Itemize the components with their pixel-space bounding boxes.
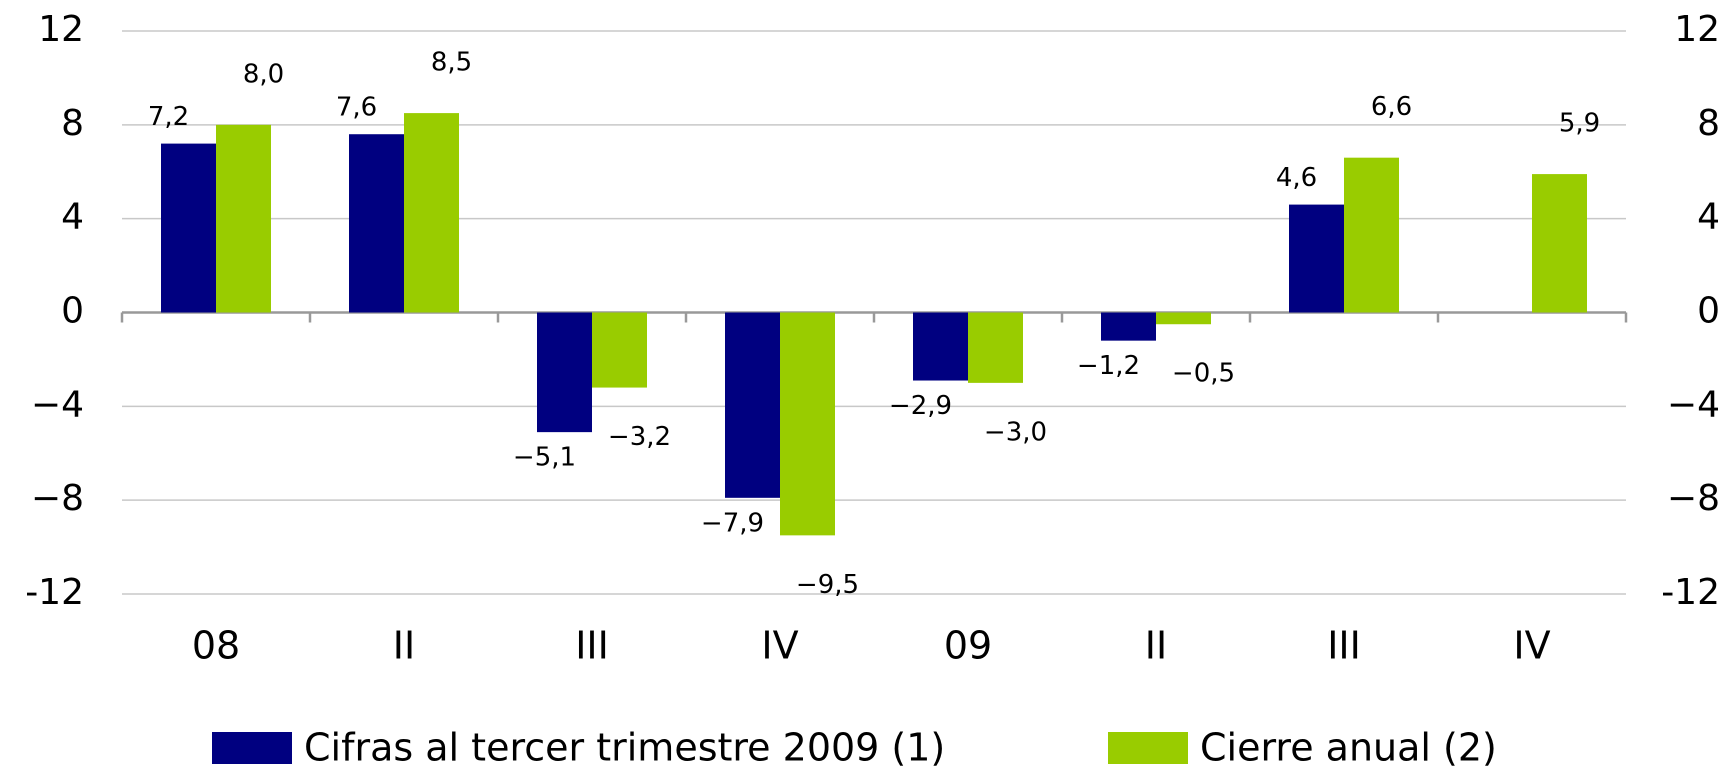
x-tick-label: III xyxy=(1327,624,1361,668)
value-label: −0,5 xyxy=(1172,359,1235,389)
legend-swatch xyxy=(1108,732,1188,764)
bar xyxy=(1289,204,1344,313)
x-tick-label: 08 xyxy=(192,624,240,668)
x-tick-label: II xyxy=(1145,624,1167,668)
bar xyxy=(1532,174,1587,313)
y2-tick-label: -12 xyxy=(1661,572,1720,613)
value-label: −3,0 xyxy=(984,417,1047,447)
y-tick-label: -12 xyxy=(25,572,84,613)
y-tick-label: 12 xyxy=(38,9,84,50)
x-tick-label: III xyxy=(575,624,609,668)
value-label: −1,2 xyxy=(1077,351,1140,381)
value-label: 4,6 xyxy=(1276,163,1317,193)
legend-label: Cifras al tercer trimestre 2009 (1) xyxy=(304,726,945,770)
y2-tick-label: 12 xyxy=(1674,9,1720,50)
y2-tick-label: −4 xyxy=(1667,384,1720,425)
bar xyxy=(161,143,216,313)
value-label: 5,9 xyxy=(1559,109,1600,139)
value-label: 7,6 xyxy=(336,93,377,123)
y-tick-label: 4 xyxy=(61,197,84,238)
y-tick-label: 0 xyxy=(61,291,84,332)
x-tick-label: II xyxy=(393,624,415,668)
x-tick-label: IV xyxy=(761,624,798,668)
y2-tick-label: 8 xyxy=(1697,103,1720,144)
bar xyxy=(913,312,968,381)
value-label: 6,6 xyxy=(1371,92,1412,122)
value-label: −5,1 xyxy=(513,443,576,473)
legend-label: Cierre anual (2) xyxy=(1200,726,1497,770)
bar xyxy=(404,113,459,313)
bar xyxy=(780,312,835,536)
y-tick-label: −4 xyxy=(31,384,84,425)
bar xyxy=(725,312,780,498)
y2-tick-label: −8 xyxy=(1667,478,1720,519)
value-label: −2,9 xyxy=(889,391,952,421)
value-label: 7,2 xyxy=(148,102,189,132)
value-label: −9,5 xyxy=(796,570,859,600)
value-label: −7,9 xyxy=(701,508,764,538)
x-tick-label: IV xyxy=(1513,624,1550,668)
bar xyxy=(349,134,404,313)
bar xyxy=(1156,312,1211,325)
value-label: 8,0 xyxy=(243,59,284,89)
x-tick-label: 09 xyxy=(944,624,992,668)
y-tick-label: −8 xyxy=(31,478,84,519)
bar xyxy=(216,124,271,313)
bar xyxy=(537,312,592,433)
bar xyxy=(1344,157,1399,313)
bar xyxy=(592,312,647,388)
legend-swatch xyxy=(212,732,292,764)
value-label: 8,5 xyxy=(431,48,472,78)
bar xyxy=(1101,312,1156,341)
y2-tick-label: 4 xyxy=(1697,197,1720,238)
value-label: −3,2 xyxy=(608,422,671,452)
y-tick-label: 8 xyxy=(61,103,84,144)
y2-tick-label: 0 xyxy=(1697,291,1720,332)
bar xyxy=(968,312,1023,383)
